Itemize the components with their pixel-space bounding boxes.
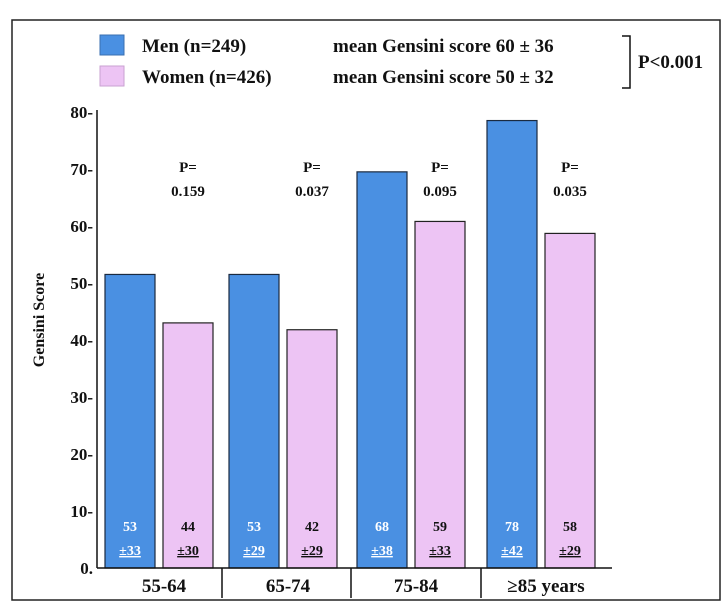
bar-mean-label: 53 [247,520,261,535]
p-value-number: 0.095 [423,184,457,200]
bar-sd-label: ±29 [301,544,323,559]
bar-sd-label: ±33 [119,544,141,559]
y-axis-label: Gensini Score [31,273,48,367]
bar-sd-label: ±29 [559,544,581,559]
legend-men-stat: mean Gensini score 60 ± 36 [333,36,554,57]
p-value-number: 0.035 [553,184,587,200]
legend-men-label: Men (n=249) [142,36,246,57]
bar-men [228,273,280,569]
y-tick-label: 50- [70,274,93,293]
p-value-number: 0.037 [295,184,329,200]
x-tick-label: 75-84 [394,576,439,597]
y-tick-label: 30- [70,388,93,407]
p-values: P= 0.159 P= 0.037 P= 0.095 P= 0.035 [171,160,587,200]
bar-women [544,232,596,569]
bar-sd-label: ±42 [501,544,523,559]
y-tick-label: 60- [70,217,93,236]
bar-mean-label: 59 [433,520,447,535]
chart-border [11,19,721,601]
bar-men [486,119,538,569]
x-tick-label: ≥85 years [507,576,584,597]
y-tick-label: 40- [70,331,93,350]
bar-mean-label: 42 [305,520,319,535]
bars [104,119,596,569]
bar-women [286,329,338,569]
bar-women [162,322,214,569]
overall-p-value: P<0.001 [638,52,703,73]
bar-mean-label: 78 [505,520,519,535]
bar-sd-label: ±33 [429,544,451,559]
p-value-label: P= [561,160,579,176]
legend: Men (n=249) mean Gensini score 60 ± 36 W… [99,34,703,89]
p-value-number: 0.159 [171,184,205,200]
y-tick-label: 10- [70,502,93,521]
bar-sd-label: ±29 [243,544,265,559]
y-tick-label: 80- [70,103,93,122]
x-ticks: 55-64 65-74 75-84 ≥85 years [142,568,585,598]
legend-swatch-women [99,65,125,87]
y-ticks: 0. 10- 20- 30- 40- 50- 60- 70- 80- [70,103,93,578]
bar-mean-label: 53 [123,520,137,535]
legend-swatch-men [99,34,125,56]
bar-women [414,220,466,569]
x-tick-label: 55-64 [142,576,187,597]
legend-bracket [622,35,631,89]
legend-women-stat: mean Gensini score 50 ± 32 [333,67,554,88]
bar-mean-label: 44 [181,520,195,535]
bar-men [104,273,156,569]
bar-mean-label: 68 [375,520,389,535]
bar-mean-label: 58 [563,520,577,535]
y-tick-label: 0. [80,559,93,578]
y-tick-label: 20- [70,445,93,464]
x-tick-label: 65-74 [266,576,311,597]
p-value-label: P= [431,160,449,176]
bar-men [356,171,408,569]
bar-labels: 53 ±33 44 ±30 53 ±29 42 ±29 68 ±38 59 ±33 78 ±42 58 ±29 [119,520,581,559]
p-value-label: P= [179,160,197,176]
bar-sd-label: ±30 [177,544,199,559]
p-value-label: P= [303,160,321,176]
y-tick-label: 70- [70,160,93,179]
legend-women-label: Women (n=426) [142,67,272,88]
bar-sd-label: ±38 [371,544,393,559]
